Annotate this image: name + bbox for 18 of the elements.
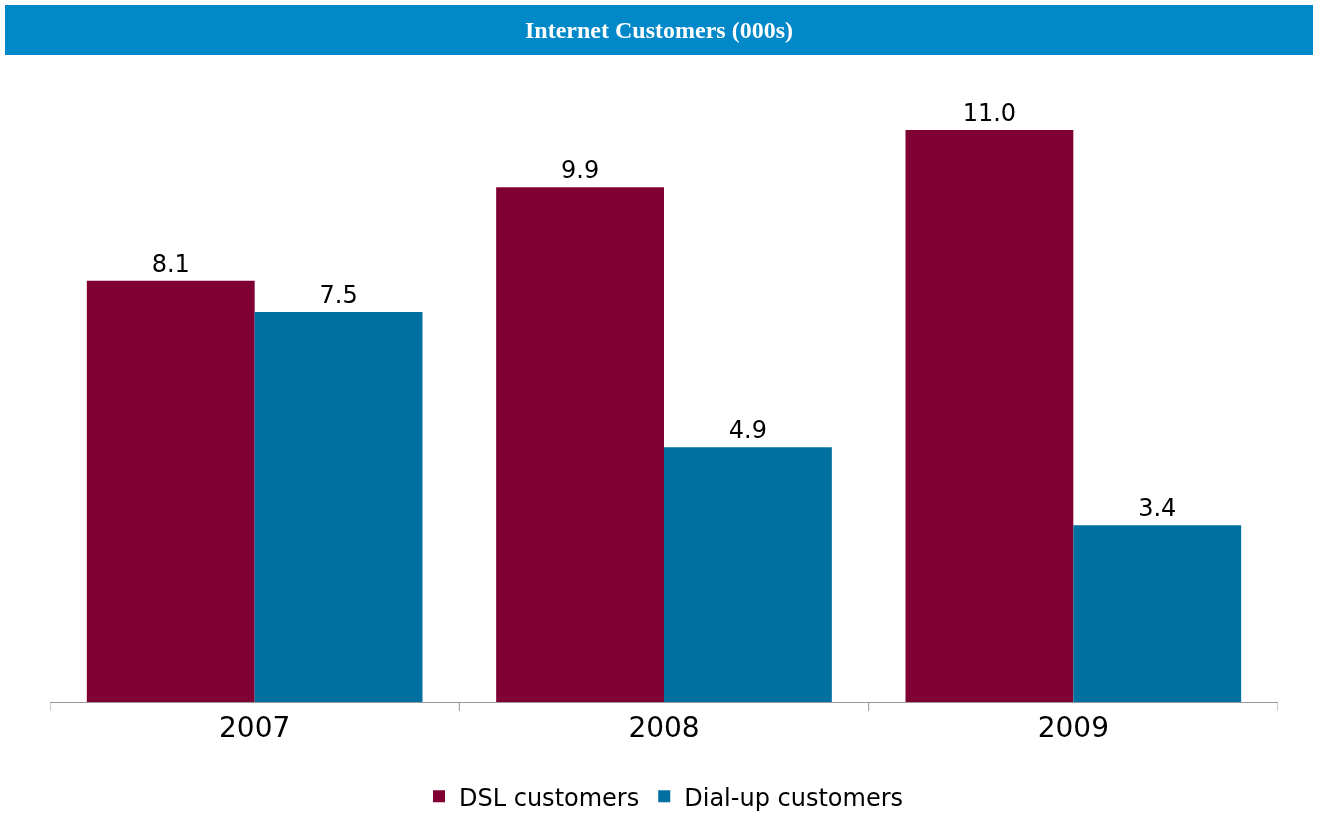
- x-tick-label: 2007: [219, 710, 291, 744]
- x-tick-label: 2009: [1037, 710, 1109, 744]
- data-label: 3.4: [1138, 494, 1177, 523]
- bar: [905, 130, 1074, 702]
- bar: [664, 447, 832, 702]
- chart-title: Internet Customers (000s): [5, 5, 1313, 55]
- data-label: 11.0: [962, 99, 1017, 128]
- bar: [254, 312, 423, 702]
- data-label: 7.5: [319, 281, 358, 310]
- x-tick-label: 2008: [628, 710, 700, 744]
- data-label: 9.9: [561, 156, 600, 185]
- legend-label: DSL customers: [459, 783, 640, 812]
- legend-label: Dial-up customers: [684, 783, 904, 812]
- bar: [86, 280, 255, 702]
- data-label: 8.1: [151, 249, 190, 278]
- bar: [496, 187, 664, 702]
- bar: [1073, 525, 1242, 702]
- data-label: 4.9: [728, 416, 767, 445]
